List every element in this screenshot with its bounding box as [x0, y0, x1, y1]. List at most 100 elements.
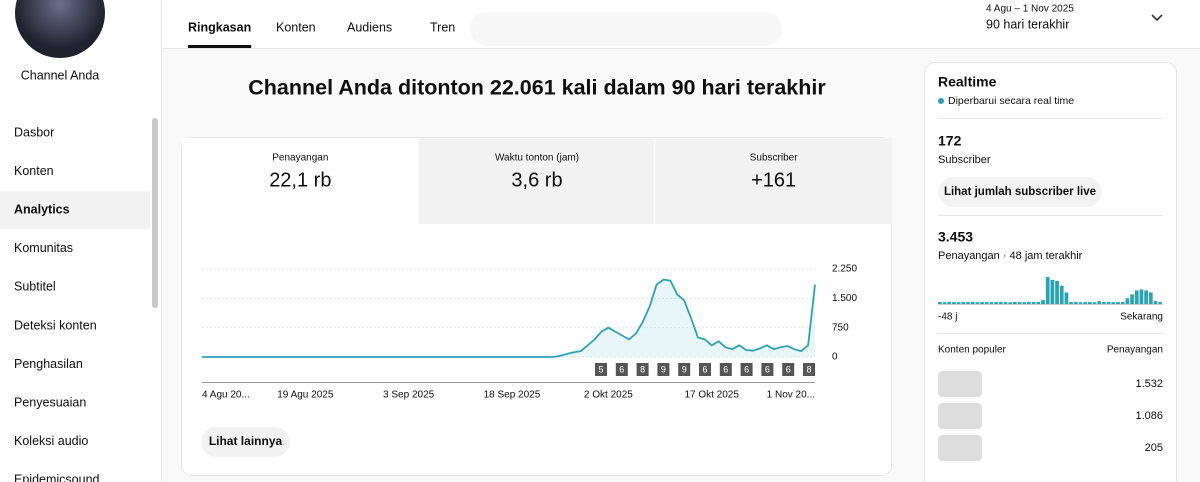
tab[interactable]: Tren — [430, 20, 455, 34]
bar — [1144, 290, 1148, 304]
bar — [998, 301, 1003, 304]
marker-badge[interactable] — [719, 363, 732, 376]
bar — [1045, 277, 1050, 304]
bar — [1130, 294, 1134, 304]
metric-tab[interactable] — [655, 138, 892, 224]
popular-views: 1.086 — [1135, 410, 1163, 422]
metric-label: Waktu tonton (jam) — [495, 153, 579, 164]
bar — [984, 301, 989, 304]
marker-label: 6 — [765, 364, 770, 374]
marker-badge[interactable] — [761, 363, 774, 376]
area — [202, 279, 815, 357]
marker-label: 8 — [640, 364, 645, 374]
realtime-status: Diperbarui secara real time — [948, 95, 1074, 107]
popular-title: Konten populer — [938, 345, 1007, 356]
marker-label: 6 — [702, 364, 707, 374]
metric-label: Penayangan — [272, 153, 328, 164]
bar — [989, 302, 994, 304]
scrollbar[interactable] — [152, 118, 158, 308]
menu-item[interactable]: Komunitas — [14, 241, 73, 255]
realtime-bars — [938, 277, 1163, 305]
bar — [1008, 302, 1013, 304]
menu-item[interactable]: Epidemicsound — [14, 473, 100, 482]
metric-value: +161 — [751, 169, 796, 191]
tab[interactable]: Konten — [276, 20, 316, 34]
menu-item[interactable]: Subtitel — [14, 280, 56, 294]
bar — [1092, 302, 1097, 304]
date-label: 90 hari terakhir — [986, 17, 1069, 31]
tab-underline — [188, 45, 252, 48]
menu-item[interactable]: Penyesuaian — [14, 395, 86, 409]
bar — [1111, 302, 1116, 304]
bar — [1102, 302, 1106, 304]
search-blur — [470, 12, 782, 46]
marker-label: 9 — [661, 364, 666, 374]
bar — [1003, 302, 1008, 304]
bars-end-label: Sekarang — [1120, 312, 1163, 323]
marker-badge[interactable] — [678, 363, 691, 376]
marker-badge[interactable] — [699, 363, 711, 376]
x-tick-label: 17 Okt 2025 — [684, 390, 739, 401]
live-dot — [938, 98, 944, 104]
menu-item[interactable]: Koleksi audio — [14, 434, 88, 448]
marker-badge[interactable] — [657, 363, 670, 376]
y-tick-label: 2.250 — [832, 264, 857, 275]
live-subscriber-button[interactable] — [938, 177, 1102, 207]
menu-item[interactable]: Dasbor — [14, 125, 54, 139]
menu-item[interactable]: Deteksi konten — [14, 318, 97, 332]
x-tick-label: 3 Sep 2025 — [383, 390, 435, 401]
date-range: 4 Agu – 1 Nov 2025 — [986, 4, 1074, 15]
subscriber-label: Subscriber — [938, 154, 991, 166]
menu-item[interactable]: Analytics — [14, 202, 70, 216]
popular-views: 1.532 — [1135, 378, 1163, 390]
metric-tabs: Penayangan 22,1 rb Waktu tonton (jam) 3,6 r… — [182, 138, 892, 224]
metric-tab[interactable] — [418, 138, 655, 224]
menu-item[interactable]: Penghasilan — [14, 357, 83, 371]
popular-views: 205 — [1145, 442, 1163, 454]
marker-badge[interactable] — [636, 363, 649, 376]
bar — [1106, 301, 1111, 304]
thumbnail[interactable] — [938, 403, 982, 429]
marker-badge[interactable] — [740, 363, 753, 376]
bar — [1064, 292, 1069, 304]
x-tick-label: 19 Agu 2025 — [277, 390, 334, 401]
bar — [994, 302, 998, 304]
views-label: Penayangan · 48 jam terakhir — [938, 250, 1083, 262]
bar — [1120, 301, 1125, 304]
bar — [1073, 301, 1078, 304]
menu-item[interactable]: Konten — [14, 164, 54, 178]
views-count: 3.453 — [938, 229, 973, 245]
line-chart: 0 750 1.500 2.250 4 Agu 20... 19 Agu 2025 3 Se… — [202, 264, 857, 401]
more-button[interactable] — [201, 427, 290, 457]
tabs: Ringkasan Konten Audiens Tren — [188, 20, 455, 48]
more-button-label: Lihat lainnya — [209, 434, 283, 448]
marker-label: 6 — [619, 364, 624, 374]
bar — [1097, 301, 1102, 304]
x-tick-label: 18 Sep 2025 — [484, 390, 541, 401]
dropdown-chevron[interactable] — [1151, 14, 1163, 22]
bar — [1069, 302, 1073, 304]
marker-badge[interactable] — [615, 363, 628, 376]
live-subscriber-button-label: Lihat jumlah subscriber live — [944, 186, 1096, 198]
marker-badge[interactable] — [803, 363, 815, 376]
avatar[interactable] — [15, 0, 105, 58]
thumbnail[interactable] — [938, 435, 982, 461]
marker-badge[interactable] — [595, 363, 607, 376]
bar — [1078, 302, 1083, 304]
bar — [952, 302, 956, 304]
y-tick-label: 1.500 — [832, 293, 857, 304]
bar — [1041, 300, 1045, 304]
bar — [966, 302, 970, 304]
bar — [942, 302, 947, 304]
x-tick-label: 2 Okt 2025 — [584, 390, 633, 401]
metric-tab[interactable] — [182, 138, 418, 224]
subscriber-count: 172 — [938, 133, 962, 149]
marker-badge[interactable] — [782, 363, 795, 376]
tab[interactable]: Audiens — [347, 20, 392, 34]
bar — [1055, 280, 1059, 304]
x-tick-label: 4 Agu 20... — [202, 390, 250, 401]
thumbnail[interactable] — [938, 371, 982, 397]
tab[interactable]: Ringkasan — [188, 20, 251, 34]
